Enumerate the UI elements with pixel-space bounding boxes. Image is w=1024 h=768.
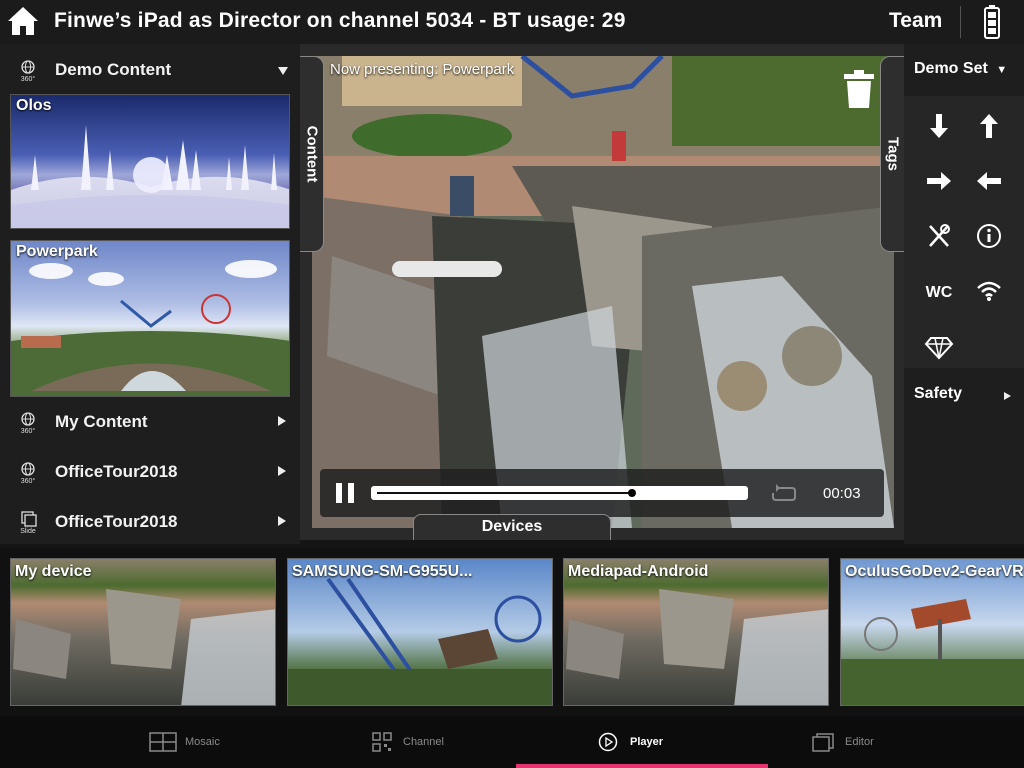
- device-tile[interactable]: My device: [10, 558, 276, 706]
- folder-label: OfficeTour2018: [55, 512, 178, 531]
- device-preview: [13, 589, 275, 705]
- olos-scene: [11, 125, 289, 228]
- progress-fill: [377, 492, 632, 494]
- chevron-right-icon: [1004, 392, 1011, 400]
- restaurant-icon[interactable]: [919, 216, 959, 256]
- nav-channel[interactable]: Channel: [256, 716, 512, 768]
- device-preview: [566, 589, 828, 705]
- device-preview: [841, 599, 1024, 705]
- 360-icon: 360°: [21, 412, 36, 434]
- chevron-down-icon: ▼: [996, 64, 1008, 76]
- play-icon: [598, 732, 618, 752]
- content-thumbnail-powerpark[interactable]: Powerpark: [10, 240, 290, 397]
- mosaic-icon: [149, 732, 177, 752]
- safety-category[interactable]: Safety: [904, 374, 1024, 418]
- content-thumbnail-olos[interactable]: Olos: [10, 94, 290, 229]
- device-label: OculusGoDev2-GearVR: [845, 563, 1024, 580]
- nav-label: Mosaic: [185, 736, 220, 748]
- playback-time: 00:03: [823, 485, 861, 502]
- editor-icon: [812, 733, 834, 752]
- folder-label: OfficeTour2018: [55, 462, 178, 481]
- demo-set-label: Demo Set: [914, 60, 988, 77]
- pause-icon[interactable]: [336, 483, 354, 503]
- safety-label: Safety: [914, 385, 963, 402]
- device-label: SAMSUNG-SM-G955U...: [292, 563, 473, 580]
- svg-text:360°: 360°: [21, 477, 36, 484]
- arrow-left-icon[interactable]: [969, 161, 1009, 201]
- device-tile[interactable]: SAMSUNG-SM-G955U...: [287, 558, 553, 706]
- chevron-right-icon: [278, 516, 286, 526]
- nav-label: Editor: [845, 736, 874, 748]
- tab-devices[interactable]: Devices: [413, 514, 611, 540]
- 360-icon: 360°: [21, 60, 36, 82]
- tab-tags[interactable]: Tags: [880, 56, 904, 252]
- content-panel: 360° Demo Content Olos: [0, 44, 300, 544]
- arrow-right-icon[interactable]: [919, 161, 959, 201]
- diamond-icon[interactable]: [919, 326, 959, 366]
- svg-text:WC: WC: [926, 284, 953, 301]
- home-icon[interactable]: [6, 4, 40, 38]
- trash-icon[interactable]: [844, 70, 874, 108]
- thumbnail-label: Olos: [16, 97, 52, 114]
- nav-editor[interactable]: Editor: [768, 716, 1024, 768]
- progress-slider[interactable]: [371, 486, 748, 500]
- device-label: My device: [15, 563, 92, 580]
- content-tab-label: Content: [303, 125, 320, 183]
- slide-icon: Slide: [20, 511, 37, 534]
- tags-tab-label: Tags: [884, 137, 901, 171]
- thumbnail-label: Powerpark: [16, 243, 98, 260]
- chevron-down-icon: [278, 67, 288, 75]
- device-tile[interactable]: OculusGoDev2-GearVR: [840, 558, 1024, 706]
- nav-player[interactable]: Player: [512, 716, 768, 768]
- team-button[interactable]: Team: [889, 9, 943, 32]
- device-preview: [288, 577, 552, 705]
- demo-content-folder[interactable]: 360° Demo Content: [0, 50, 300, 90]
- svg-text:360°: 360°: [21, 427, 36, 434]
- qr-icon: [372, 732, 392, 752]
- info-icon[interactable]: [969, 216, 1009, 256]
- chevron-right-icon: [278, 416, 286, 426]
- powerpark-scene: [11, 260, 289, 396]
- svg-text:Slide: Slide: [20, 528, 36, 534]
- page-title: Finwe’s iPad as Director on channel 5034…: [54, 9, 626, 32]
- demo-set-dropdown[interactable]: Demo Set ▼: [914, 60, 1007, 78]
- 360-icon: 360°: [21, 462, 36, 484]
- now-presenting-label: Now presenting: Powerpark: [330, 61, 515, 78]
- wifi-icon[interactable]: [969, 271, 1009, 311]
- wc-icon[interactable]: WC: [919, 271, 959, 311]
- active-tab-indicator: [516, 764, 768, 768]
- arrow-down-icon[interactable]: [919, 106, 959, 146]
- device-strip: My device SAMSUNG-SM-G955U... Mediapad-A…: [0, 548, 1024, 716]
- nav-label: Channel: [403, 736, 444, 748]
- loop-icon[interactable]: [770, 482, 798, 504]
- tag-grid: WC: [904, 96, 1024, 368]
- svg-text:360°: 360°: [21, 75, 36, 82]
- folder-label: My Content: [55, 412, 148, 431]
- folder-my-content[interactable]: 360° My Content: [0, 402, 300, 442]
- folder-officetour-360[interactable]: 360° OfficeTour2018: [0, 452, 300, 492]
- chevron-right-icon: [278, 466, 286, 476]
- nav-label: Player: [630, 736, 664, 748]
- device-label: Mediapad-Android: [568, 563, 709, 580]
- top-bar: Finwe’s iPad as Director on channel 5034…: [0, 0, 1024, 44]
- progress-handle[interactable]: [628, 489, 636, 497]
- video-scene: [312, 56, 894, 528]
- battery-icon: [984, 5, 1000, 39]
- arrow-up-icon[interactable]: [969, 106, 1009, 146]
- bottom-nav: Mosaic Channel Player Editor: [0, 716, 1024, 768]
- tab-content[interactable]: Content: [300, 56, 324, 252]
- divider: [960, 6, 961, 38]
- nav-mosaic[interactable]: Mosaic: [0, 716, 256, 768]
- demo-content-label: Demo Content: [55, 60, 172, 79]
- folder-officetour-slide[interactable]: Slide OfficeTour2018: [0, 502, 300, 542]
- playback-controls: 00:03: [320, 469, 884, 517]
- device-tile[interactable]: Mediapad-Android: [563, 558, 829, 706]
- video-view[interactable]: [312, 56, 894, 528]
